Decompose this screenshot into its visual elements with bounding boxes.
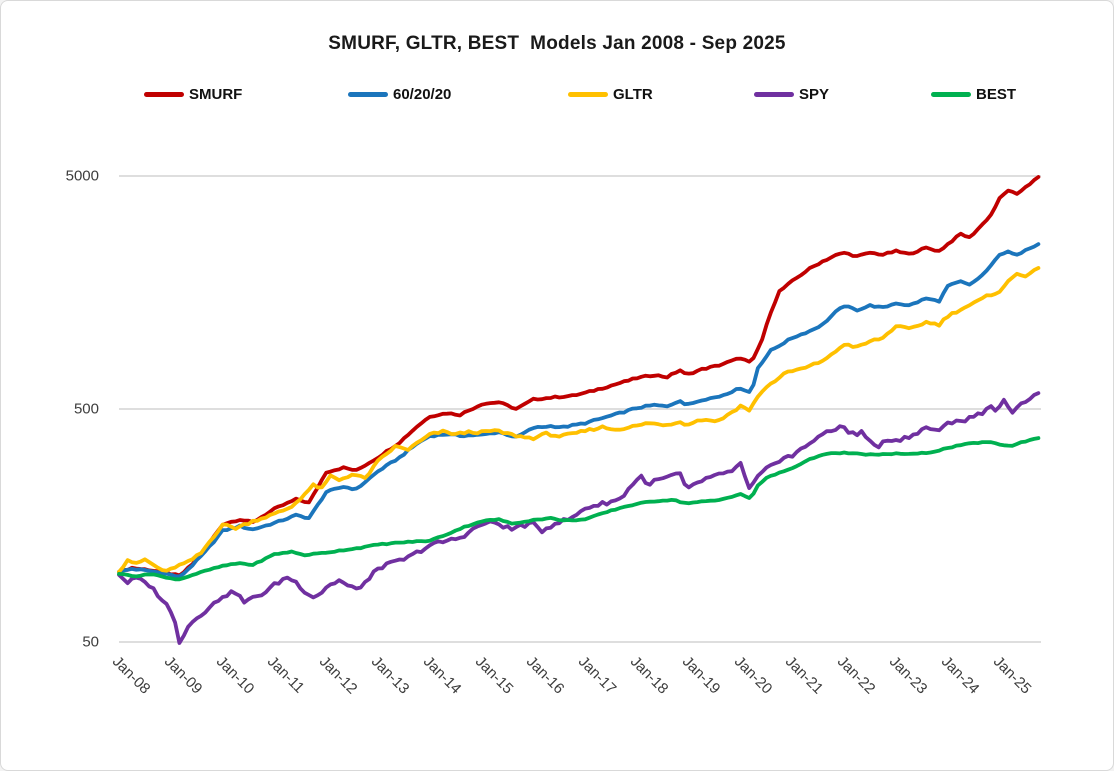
series-line-gltr (117, 266, 1041, 574)
spy-line-swatch (754, 91, 794, 97)
legend-item-gltr: GLTR (568, 85, 653, 103)
602020-line-swatch (348, 91, 388, 97)
series-line-best (117, 436, 1041, 582)
legend-label: BEST (976, 85, 1017, 103)
legend: SMURF 60/20/20 GLTR SPY BEST (1, 85, 1113, 107)
series-line-smurf (117, 175, 1041, 578)
best-line-swatch (931, 91, 971, 97)
y-axis-tick-5000: 5000 (65, 167, 99, 185)
y-axis-tick-50: 50 (82, 633, 99, 651)
legend-label: GLTR (613, 85, 653, 103)
legend-item-best: BEST (931, 85, 1016, 103)
legend-label: 60/20/20 (393, 85, 452, 103)
chart-title: SMURF, GLTR, BEST Models Jan 2008 - Sep … (328, 33, 786, 54)
legend-label: SMURF (189, 85, 243, 103)
legend-item-smurf: SMURF (144, 85, 242, 103)
series-line-602020 (117, 242, 1041, 579)
legend-label: SPY (799, 85, 830, 103)
gltr-line-swatch (568, 91, 608, 97)
legend-item-602020: 60/20/20 (348, 85, 451, 103)
series-line-spy (117, 391, 1041, 645)
y-axis-tick-500: 500 (73, 400, 99, 418)
legend-item-spy: SPY (754, 85, 829, 103)
smurf-line-swatch (144, 91, 184, 97)
